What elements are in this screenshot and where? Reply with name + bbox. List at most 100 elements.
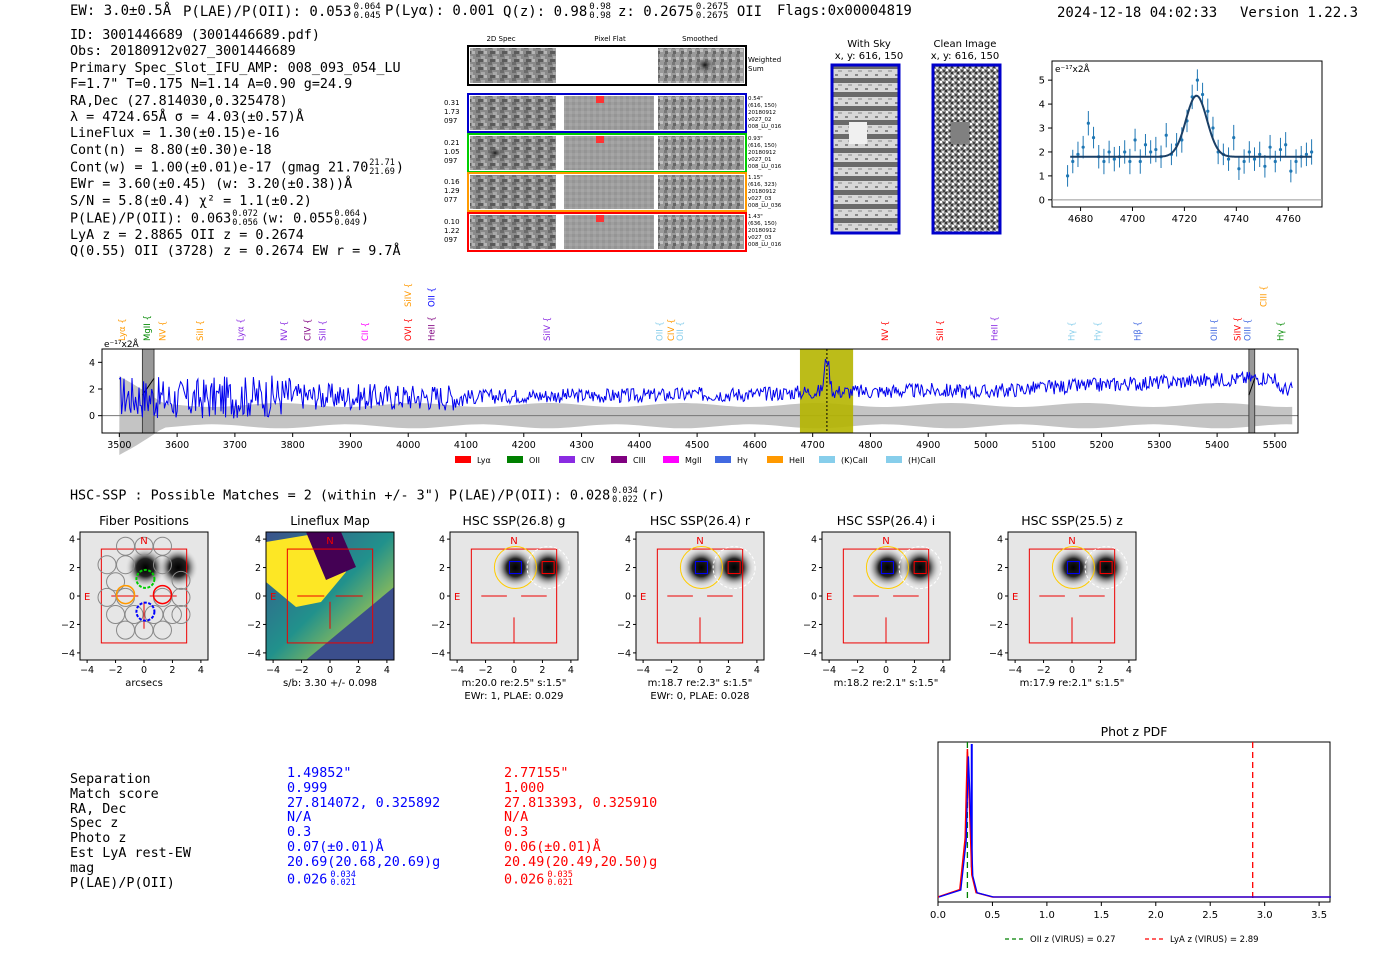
spectrum-xtick-label: 5400 [1205, 440, 1229, 451]
hsc-source-blob [714, 547, 755, 588]
hsc-xtick-label: 2 [1097, 665, 1103, 676]
svg-text:0.93": 0.93" [748, 136, 763, 142]
zoom-data-point [1310, 150, 1314, 154]
info-line: λ = 4724.65Å σ = 4.03(±0.57)Å [70, 110, 304, 126]
zoom-data-point [1252, 157, 1257, 161]
detection-info: ID: 3001446689 (3001446689.pdf) Obs: 201… [70, 28, 404, 261]
svg-text:0.54": 0.54" [748, 96, 763, 102]
zoom-data-point [1226, 157, 1231, 161]
zoom-data-point [1149, 150, 1153, 154]
hsc-ytick-label: 4 [997, 535, 1003, 546]
spectrum-xtick-label: 3600 [165, 440, 189, 451]
hsc-source-blob [495, 547, 536, 588]
svg-text:(616, 150): (616, 150) [748, 143, 777, 149]
match-value: 20.49(20.49,20.50)g [504, 854, 658, 870]
pdf-curve-red [937, 748, 1330, 898]
hsc-panel-title: HSC SSP(26.4) r [650, 513, 751, 528]
hsc-source-blob [528, 547, 569, 588]
hsc-panel-title: HSC SSP(25.5) z [1021, 513, 1123, 528]
masked-region-hatch [1248, 378, 1256, 396]
spectrum-ytick-label: 0 [89, 411, 95, 422]
match-value: 2.77155" [504, 766, 569, 781]
legend-swatch [455, 456, 471, 463]
legend-label: HeII [789, 456, 805, 465]
fiber-circle [152, 620, 172, 640]
match-value: 0.3 [504, 825, 529, 841]
match-value: 0.999 [287, 780, 328, 796]
pdf-xtick-label: 2.5 [1202, 910, 1218, 921]
legend-label: (K)CaII [841, 456, 868, 465]
spectrum-ytick-label: 4 [89, 358, 95, 369]
match-label: Match score [70, 786, 159, 802]
hsc-source-blob [125, 547, 166, 588]
pdf-xtick-label: 2.0 [1148, 910, 1164, 921]
info-line: RA,Dec (27.814030,0.325478) [70, 93, 288, 109]
hsc-xtick-label: −2 [479, 665, 493, 676]
hsc-xtick-label: −2 [295, 665, 309, 676]
cutout-row: 0.16 1.29 077 1.15" (616, 323) 20180912 … [444, 172, 782, 212]
hsc-ytick-label: −4 [989, 648, 1003, 659]
hsc-aperture-box [286, 548, 374, 644]
hsc-xtick-label: 2 [911, 665, 917, 676]
hsc-xtick-label: 0 [511, 665, 517, 676]
pdf-legend-label: LyA z (VIRUS) = 2.89 [1170, 935, 1259, 945]
hsc-xtick-label: 4 [940, 665, 946, 676]
zoom-data-point [1112, 157, 1116, 161]
legend-label: CIII [633, 456, 646, 465]
spectrum-xtick-label: 4500 [685, 440, 709, 451]
hsc-xtick-label: 4 [568, 665, 574, 676]
lineflux-map-edge [306, 587, 394, 660]
zoom-data-point [1081, 145, 1085, 149]
hsc-xtick-label: −4 [266, 665, 280, 676]
zoom-data-point [1086, 121, 1090, 125]
hsc-ytick-label: −4 [431, 648, 445, 659]
hsc-aperture-box [656, 548, 744, 644]
hsc-xtick-label: 4 [754, 665, 760, 676]
sky-clean-panel: With Sky x, y: 616, 150 Clean Image x, y… [830, 39, 1002, 235]
east-label: E [826, 592, 832, 603]
spectral-line-label: OVI { [404, 318, 414, 341]
spectral-line-label: Hβ { [1133, 321, 1143, 341]
header-version: Version 1.22.3 [1240, 5, 1359, 21]
hsc-xtick-label: 2 [169, 665, 175, 676]
svg-text:0.31: 0.31 [444, 99, 460, 107]
hsc-caption: m:18.7 re:2.3" s:1.5" [648, 678, 753, 689]
north-label: N [1068, 536, 1075, 547]
svg-text:v027_03: v027_03 [748, 235, 772, 241]
spectrum-xtick-label: 5200 [1089, 440, 1113, 451]
info-ewr: EWr = 3.60(±0.45) (w: 3.20(±0.38))Å [70, 177, 353, 193]
spectral-line-label: OII { [427, 287, 437, 307]
spectrum-xtick-label: 4600 [743, 440, 767, 451]
spectral-line-label: SiIV { [404, 283, 414, 307]
hsc-ytick-label: 2 [439, 563, 445, 574]
spectrum-xtick-label: 5100 [1032, 440, 1056, 451]
fiber-circle [106, 572, 126, 592]
hsc-source-blob [900, 547, 941, 588]
header-z: z: 0.2675 0.2675 0.2675 OII [618, 2, 763, 21]
svg-text:097: 097 [444, 236, 457, 244]
spectral-line-label: HeII { [991, 316, 1001, 341]
spectral-line-label: NV { [159, 321, 169, 341]
hsc-xtick-label: 2 [725, 665, 731, 676]
zoom-data-point [1284, 143, 1288, 147]
info-sn: S/N = 5.8(±0.4) χ² = 1.1(±0.2) [70, 193, 312, 209]
zoom-data-point [1138, 159, 1142, 164]
hsc-aperture-box [470, 548, 558, 644]
svg-text:097: 097 [444, 117, 457, 125]
hsc-ytick-label: 4 [811, 535, 817, 546]
zoom-data-point [1237, 167, 1241, 171]
zoom-data-point [1180, 138, 1184, 142]
hsc-xtick-label: 0 [697, 665, 703, 676]
hsc-caption: EWr: 1, PLAE: 0.029 [464, 691, 563, 702]
zoom-xtick-label: 4680 [1068, 214, 1093, 225]
zoom-ytick-label: 1 [1039, 171, 1045, 182]
hsc-xtick-label: −4 [1008, 665, 1022, 676]
zoom-xtick-label: 4700 [1120, 214, 1145, 225]
hsc-caption: m:20.0 re:2.5" s:1.5" [462, 678, 567, 689]
hsc-xtick-label: −4 [450, 665, 464, 676]
fiber-highlight-blue [135, 601, 156, 622]
east-label: E [1012, 592, 1018, 603]
hsc-match-marker-red [913, 561, 927, 575]
pdf-xtick-label: 1.5 [1093, 910, 1109, 921]
lineflux-map-dark [306, 532, 356, 580]
